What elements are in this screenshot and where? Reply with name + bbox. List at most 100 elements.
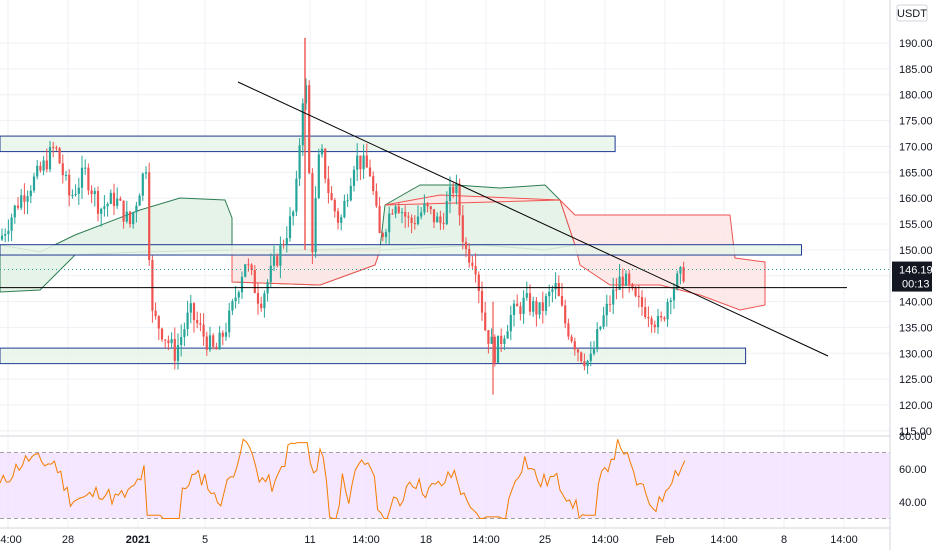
candle-body [532,301,535,312]
zone-top [0,135,616,153]
time-label: 5 [202,534,208,546]
candle-body [4,234,7,236]
price-tick-label: 155.00 [899,219,932,231]
candle-body [487,330,490,344]
price-axis[interactable]: USDT 190.00 185.00 180.00 175.00 170.00 165.00… [889,0,932,550]
candle-body [580,352,583,362]
candle-body [605,303,608,316]
candle-body [74,193,77,196]
candle-body [240,276,244,293]
candle-body [7,230,10,235]
candle-body [10,217,13,231]
candle-body [0,235,4,240]
rsi-tick-label: 40.00 [899,497,927,509]
price-tick-label: 115.00 [899,426,932,438]
time-label: 14:00 [352,534,380,546]
currency-label: USDT [897,8,927,20]
candle-body [212,335,215,347]
price-tick-label: 125.00 [899,374,932,386]
candle-body [624,273,628,286]
candle-body [112,192,116,206]
time-label: 14:00 [591,534,619,546]
candle-body [64,174,68,176]
candle-body [292,211,295,217]
candle-body [304,85,308,104]
candle-body [269,265,272,283]
candle-body [621,276,624,286]
time-axis[interactable]: 14:00 28 2021 5 11 14:00 18 14:00 25 14:00 Feb 14:0… [0,527,890,546]
candle-body [576,349,580,353]
candle-body [84,167,87,169]
candle-body [586,360,589,367]
zone-mid [0,244,803,256]
candle-body [432,209,436,223]
candle-body [215,346,218,350]
candle-body [413,223,416,225]
candle-body [167,340,170,344]
time-label: 14:00 [830,534,858,546]
candle-body [583,361,586,367]
candle-body [666,302,669,320]
currency-box[interactable] [896,4,928,22]
candle-body [109,192,112,204]
price-tick-label: 160.00 [899,193,932,205]
candle-body [503,338,506,344]
candle-body [368,167,372,177]
candle-body [656,316,660,328]
rsi-tick-label: 80.00 [899,431,927,443]
rsi-band [0,452,890,519]
candle-body [314,198,317,253]
candle-body [36,165,39,177]
candle-body [679,267,682,274]
candle-body [596,329,599,350]
candle-body [132,212,135,225]
candle-body [468,249,471,263]
rsi-tick-label: 60.00 [899,464,927,476]
candle-body [263,293,266,309]
time-label: 25 [539,534,551,546]
candle-body [151,260,154,311]
candle-body [496,335,500,363]
candle-body [103,206,106,209]
candle-body [288,216,292,239]
candle-body [285,238,288,245]
candle-body [560,295,564,306]
rsi-line [0,438,686,520]
candle-body [564,305,567,324]
candle-body [484,312,487,331]
candle-body [375,191,378,207]
candle-body [29,190,32,197]
candle-body [420,212,423,217]
candle-body [480,290,484,313]
candle-body [365,155,368,168]
candle-body [164,339,167,341]
candle-body [320,148,324,155]
candle-body [506,331,509,339]
candle-body [39,165,42,171]
candle-body [426,203,429,207]
candle-body [388,213,391,233]
candle-body [125,211,128,222]
candle-body [170,339,173,344]
current-price-tag [892,261,932,292]
price-tick-label: 135.00 [899,322,932,334]
candle-body [500,335,503,344]
candle-body [23,195,26,202]
candle-body [16,205,20,208]
candle-body [61,163,64,176]
candle-body [631,284,634,288]
price-tick-label: 175.00 [899,116,932,128]
candle-body [205,336,208,350]
candle-body [615,289,618,291]
current-price-label: 146.19 [899,265,932,277]
candle-body [340,217,343,223]
candle-body [138,195,141,206]
candle-body [333,199,336,212]
candle-body [52,147,55,149]
candle-body [474,265,477,275]
time-label: 2021 [126,534,150,546]
candle-body [343,200,346,218]
time-label: 14:00 [472,534,500,546]
candle-body [471,262,474,266]
